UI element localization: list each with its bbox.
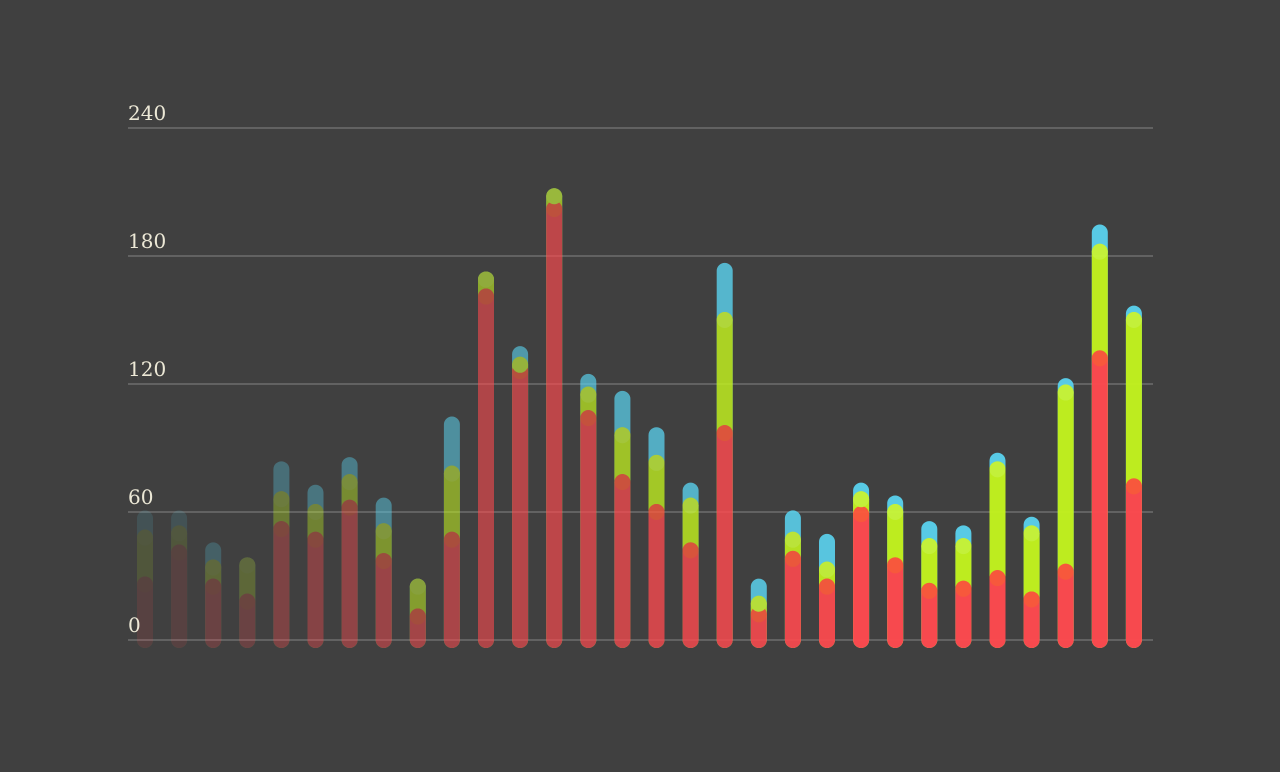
bar-point-series-2 xyxy=(443,465,460,482)
bar-group xyxy=(1023,516,1040,648)
bar-point-series-2 xyxy=(1023,525,1040,542)
bar-point-series-1 xyxy=(853,506,870,523)
bar-point-series-2 xyxy=(853,491,870,508)
bar-group xyxy=(614,390,631,648)
bar-point-series-1 xyxy=(171,544,188,561)
bar-point-series-2 xyxy=(1125,312,1142,328)
bar-point-series-1 xyxy=(887,557,904,574)
bar-point-series-2 xyxy=(682,497,699,514)
bar-point-series-2 xyxy=(512,356,529,373)
bar-point-series-2 xyxy=(648,454,665,471)
bar-point-series-1 xyxy=(239,593,256,610)
bar-point-series-2 xyxy=(750,595,767,612)
y-tick-label: 120 xyxy=(128,357,166,381)
bar-group xyxy=(716,262,733,648)
bar-point-series-1 xyxy=(137,576,153,593)
bar-group xyxy=(546,188,563,648)
bar-group xyxy=(341,457,358,648)
bar-point-series-2 xyxy=(307,504,324,520)
bar-point-series-1 xyxy=(1091,350,1108,367)
bar-point-series-2 xyxy=(784,531,801,548)
bar-group xyxy=(853,482,870,648)
bar-group xyxy=(375,497,392,648)
bar-group xyxy=(989,452,1006,648)
bars-layer xyxy=(137,188,1142,648)
bar-group xyxy=(205,542,222,648)
bar-group xyxy=(171,510,188,648)
bar-point-series-2 xyxy=(137,529,153,546)
bar-group xyxy=(478,271,494,648)
bar-group xyxy=(1057,378,1074,648)
bar-group xyxy=(273,461,290,648)
bar-point-series-2 xyxy=(273,491,290,508)
bar-point-series-2 xyxy=(989,461,1006,478)
bar-point-series-2 xyxy=(921,538,938,555)
bar-group xyxy=(819,533,835,648)
bar-point-series-1 xyxy=(648,504,665,520)
bar-point-series-2 xyxy=(614,427,631,444)
bar-point-series-2 xyxy=(205,559,222,576)
bar-point-series-1 xyxy=(1125,478,1142,495)
bar-point-series-1 xyxy=(478,288,494,305)
bar-group xyxy=(137,510,153,648)
bar-point-series-1 xyxy=(921,582,938,599)
bar-point-series-2 xyxy=(478,271,494,288)
bar-point-series-1 xyxy=(819,578,835,595)
bar-point-series-1 xyxy=(273,521,290,538)
bar-point-series-1 xyxy=(375,553,392,570)
bar-group xyxy=(955,525,972,648)
bar-point-series-2 xyxy=(409,578,426,595)
bar-point-series-1 xyxy=(341,499,358,516)
bar-point-series-2 xyxy=(239,557,256,574)
y-tick-label: 180 xyxy=(128,229,166,253)
bar-group xyxy=(409,578,426,648)
bar-point-series-2 xyxy=(1091,243,1108,260)
bar-group xyxy=(648,427,665,648)
grid-layer xyxy=(128,127,1153,641)
bar-point-series-2 xyxy=(341,474,358,491)
bar-group xyxy=(1125,305,1142,648)
bar-point-series-2 xyxy=(546,188,563,205)
bar-group xyxy=(750,578,767,648)
bar-point-series-2 xyxy=(887,504,904,520)
bar-point-series-1 xyxy=(409,608,426,625)
bar-point-series-1 xyxy=(1057,563,1074,580)
bar-point-series-1 xyxy=(443,531,460,548)
bar-point-series-2 xyxy=(171,525,188,542)
bar-point-series-1 xyxy=(682,542,699,559)
bar-point-series-1 xyxy=(614,474,631,491)
bar-group xyxy=(784,510,801,648)
labels-layer: 0 60 120 180 240 xyxy=(128,101,166,637)
bar-point-series-2 xyxy=(375,523,392,540)
bar-group xyxy=(682,482,699,648)
bar-point-series-2 xyxy=(955,538,972,555)
bar-group xyxy=(307,484,324,648)
bar-point-series-1 xyxy=(546,201,563,218)
bar-point-series-2 xyxy=(1057,384,1074,401)
y-tick-label: 60 xyxy=(128,485,153,509)
bar-point-series-1 xyxy=(307,531,324,548)
bar-group xyxy=(887,495,904,648)
bar-point-series-2 xyxy=(819,561,835,578)
bar-group xyxy=(239,557,256,648)
bar-group xyxy=(1091,224,1108,648)
bar-point-series-2 xyxy=(580,386,597,403)
bar-group xyxy=(512,346,529,648)
bar-point-series-1 xyxy=(989,570,1006,587)
bar-point-series-1 xyxy=(580,410,597,427)
y-tick-label: 240 xyxy=(128,101,166,125)
bar-point-series-1 xyxy=(716,425,733,442)
bar-group xyxy=(580,373,597,648)
bar-group xyxy=(443,416,460,648)
y-tick-label: 0 xyxy=(128,613,141,637)
bar-point-series-1 xyxy=(784,550,801,567)
bar-point-series-1 xyxy=(1023,591,1040,608)
bar-point-series-1 xyxy=(955,580,972,597)
bar-point-series-1 xyxy=(205,578,222,595)
bar-group xyxy=(921,521,938,648)
bar-point-series-2 xyxy=(716,312,733,328)
